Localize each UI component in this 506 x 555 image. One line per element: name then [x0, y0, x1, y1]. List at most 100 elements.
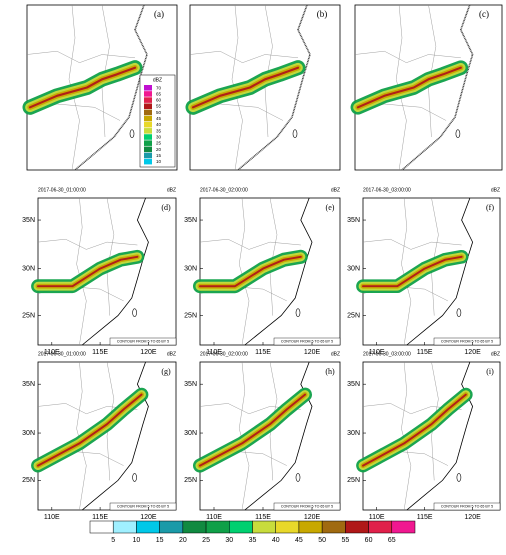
- legend-title: dBZ: [153, 77, 162, 83]
- legend-swatch: [144, 146, 152, 153]
- province-border: [106, 197, 115, 316]
- island: [295, 308, 301, 317]
- unit-label: dBZ: [331, 187, 340, 193]
- legend-level: 25: [156, 141, 162, 146]
- island: [132, 308, 137, 317]
- colorbar-label: 45: [295, 537, 303, 544]
- contour-note: CONTOUR FROM 5 TO 65 BY 5: [117, 504, 169, 508]
- lat-label: 30N: [347, 430, 360, 437]
- province-border: [264, 4, 273, 138]
- province-border: [401, 197, 412, 346]
- panel-label: (f): [486, 203, 494, 212]
- panel-label: (d): [161, 203, 171, 212]
- note-box: [433, 502, 501, 511]
- lat-label: 25N: [22, 312, 35, 319]
- legend-level: 65: [156, 91, 162, 96]
- panel-label: (a): [154, 9, 164, 19]
- province-border: [428, 4, 437, 138]
- province-border: [431, 197, 439, 316]
- colorbar-box: [112, 520, 137, 534]
- lon-label: 120E: [464, 349, 481, 356]
- lon-label: 120E: [304, 514, 321, 521]
- province-border: [269, 197, 278, 316]
- coastline: [237, 4, 311, 171]
- lat-label: 35N: [347, 381, 360, 388]
- lon-label: 120E: [140, 514, 157, 521]
- lat-label: 25N: [184, 312, 197, 319]
- colorbar-label: 35: [249, 537, 257, 544]
- legend-level: 10: [156, 159, 162, 164]
- reflectivity-band: [37, 393, 143, 467]
- province-border: [362, 238, 462, 250]
- colorbar-box: [368, 520, 393, 534]
- map-panel: [31, 361, 177, 511]
- map-panel: [185, 4, 341, 171]
- reflectivity-band: [362, 255, 463, 288]
- legend-swatch: [144, 158, 152, 165]
- legend-level: 30: [156, 134, 162, 139]
- panel-label: (h): [325, 367, 335, 376]
- province-border: [76, 361, 87, 511]
- province-border: [231, 4, 243, 171]
- province-border: [76, 197, 87, 346]
- lat-label: 30N: [22, 430, 35, 437]
- colorbar-label: 25: [202, 537, 210, 544]
- colorbar-label: 20: [179, 537, 187, 544]
- lon-label: 120E: [304, 349, 321, 356]
- island: [456, 473, 462, 482]
- province-border: [395, 4, 407, 171]
- reflectivity-band: [37, 255, 139, 288]
- note-box: [433, 337, 501, 346]
- colorbar-label: 5: [111, 537, 115, 544]
- unit-label: dBZ: [491, 187, 500, 193]
- lat-label: 35N: [347, 217, 360, 224]
- timestamp: 2017-06-30_02:00:00: [200, 187, 248, 193]
- province-border: [37, 238, 138, 250]
- lat-label: 35N: [22, 381, 35, 388]
- lon-label: 110E: [44, 514, 60, 521]
- note-box: [109, 502, 177, 511]
- province-border: [401, 361, 412, 511]
- map-panel: [31, 197, 177, 346]
- legend-swatch: [144, 115, 152, 122]
- legend-level: 15: [156, 153, 162, 158]
- island: [129, 129, 135, 138]
- colorbar-box: [229, 520, 253, 534]
- legend-swatch: [144, 128, 152, 134]
- coastline: [74, 4, 148, 171]
- legend-level: 20: [156, 147, 162, 152]
- panel-label: (c): [479, 9, 489, 19]
- legend-swatch: [144, 85, 152, 91]
- colorbar-label: 60: [365, 537, 373, 544]
- legend-swatch: [144, 152, 152, 159]
- lon-label: 110E: [369, 514, 385, 521]
- colorbar-label: 40: [272, 537, 280, 544]
- legend-level: 40: [156, 122, 162, 127]
- colorbar-label: 30: [225, 537, 233, 544]
- reflectivity-band: [28, 66, 137, 109]
- colorbar-box: [391, 520, 416, 534]
- coastline: [81, 197, 149, 346]
- coastline: [401, 4, 474, 171]
- legend-swatch: [144, 121, 152, 128]
- contour-note: CONTOUR FROM 5 TO 65 BY 5: [441, 504, 493, 508]
- colorbar-box: [89, 520, 114, 534]
- legend-level: 35: [156, 128, 162, 133]
- legend-level: 45: [156, 116, 162, 121]
- colorbar-label: 55: [341, 537, 349, 544]
- lon-label: 115E: [417, 349, 433, 356]
- colorbar-box: [182, 520, 207, 534]
- province-border: [68, 4, 80, 171]
- panel-label: (b): [317, 9, 328, 19]
- colorbar-box: [136, 520, 160, 534]
- timestamp: 2017-06-30_03:00:00: [363, 351, 411, 357]
- province-border: [238, 361, 250, 511]
- contour-note: CONTOUR FROM 5 TO 65 BY 5: [281, 339, 333, 343]
- note-box: [109, 337, 177, 346]
- lat-label: 35N: [22, 217, 35, 224]
- lat-label: 30N: [347, 265, 360, 272]
- contour-note: CONTOUR FROM 5 TO 65 BY 5: [441, 339, 493, 343]
- island: [292, 129, 298, 138]
- lat-label: 30N: [184, 265, 197, 272]
